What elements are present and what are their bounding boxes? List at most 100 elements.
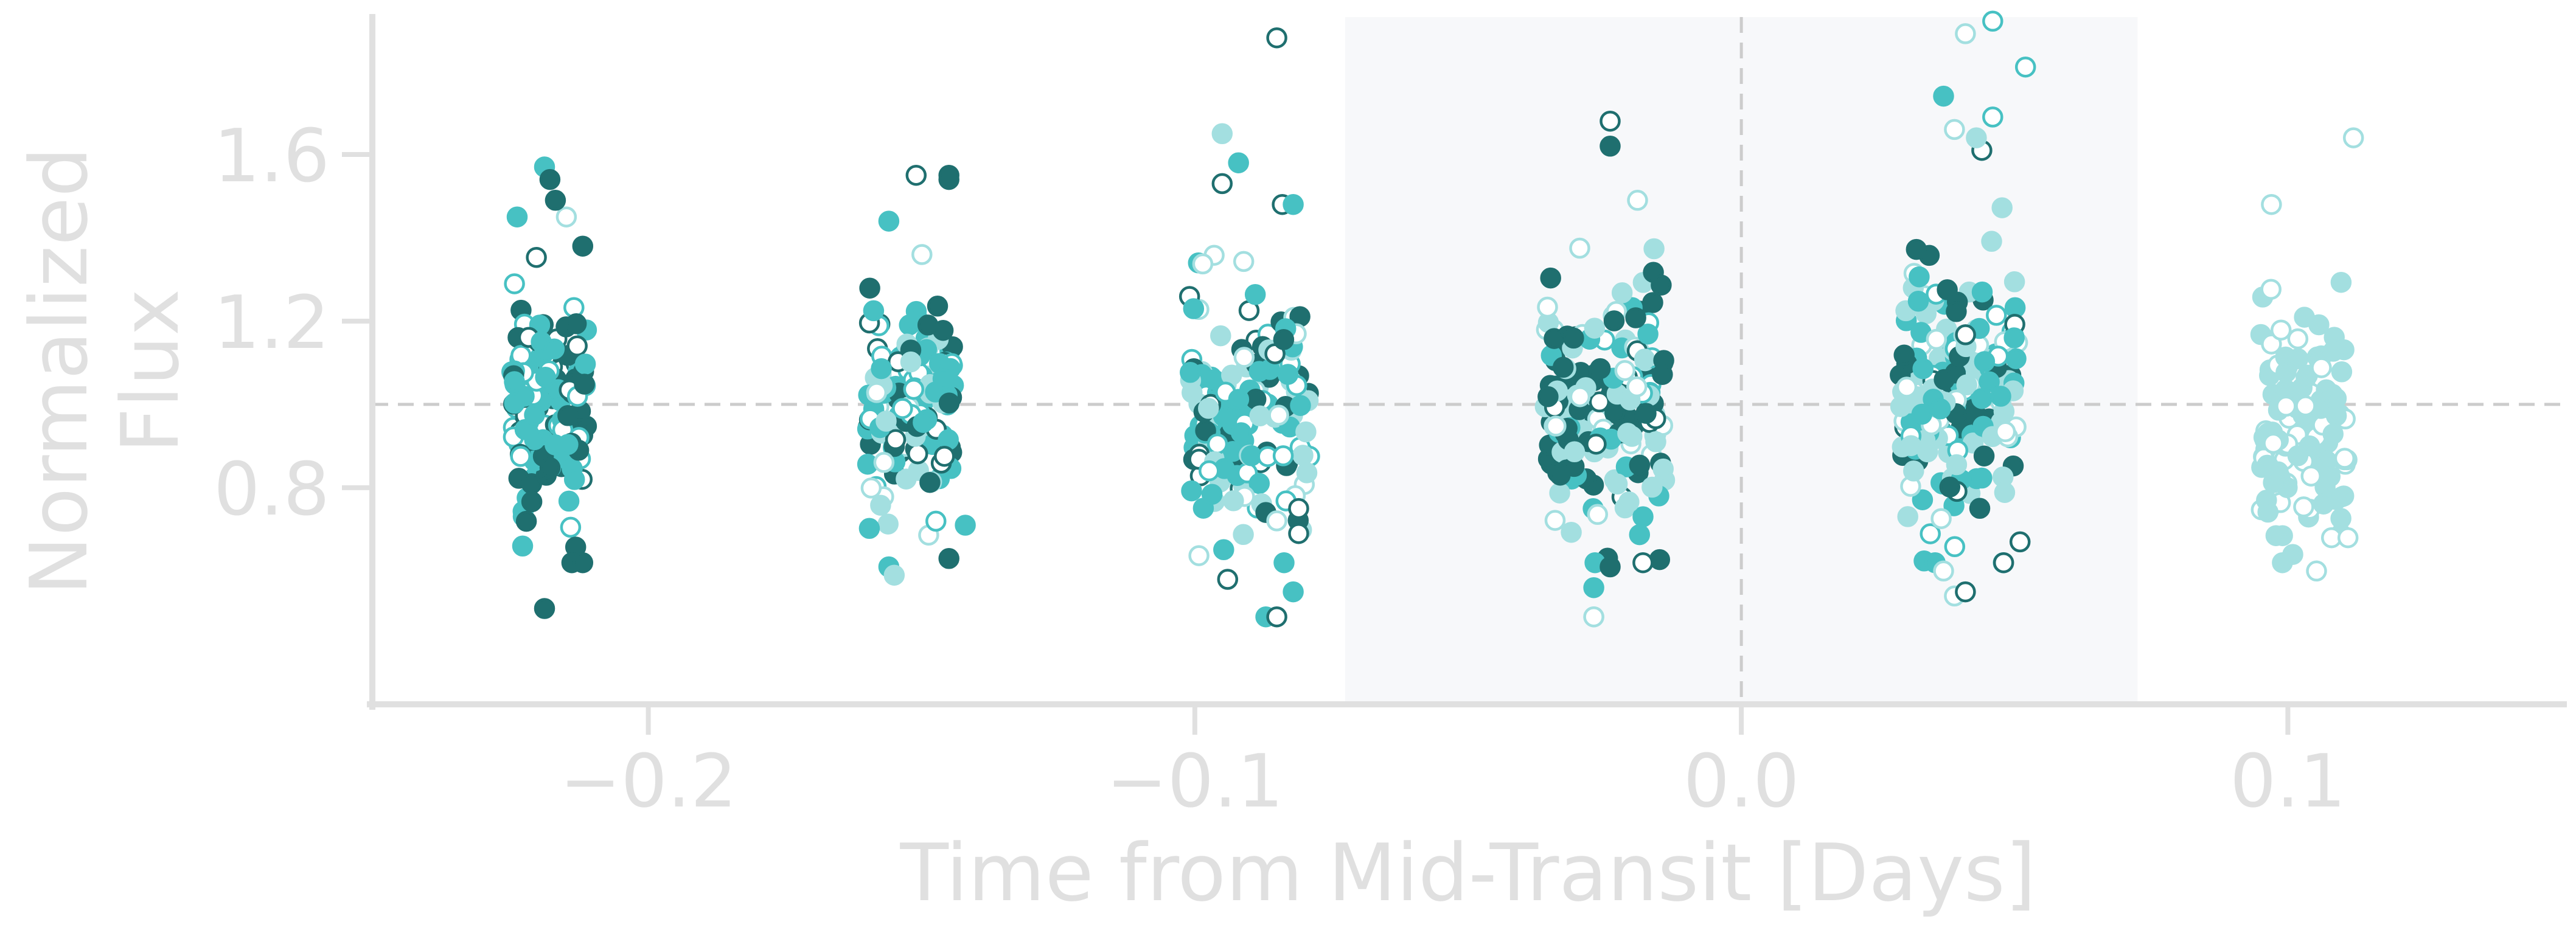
data-point (1589, 391, 1610, 413)
data-point (1994, 482, 2016, 503)
x-tick-label: 0.0 (1683, 740, 1800, 824)
data-point (1584, 317, 1606, 339)
outlier-point (1600, 136, 1621, 157)
data-point (1955, 324, 1976, 345)
data-point (1553, 356, 1574, 378)
data-point (1248, 473, 1270, 494)
data-point (563, 469, 585, 490)
data-point (1920, 523, 1941, 544)
data-point (1979, 371, 2000, 392)
data-point (2275, 395, 2297, 417)
data-point (1290, 395, 1311, 416)
data-point (2295, 395, 2316, 417)
data-point (504, 273, 525, 294)
data-point (934, 445, 955, 467)
data-point (557, 434, 579, 456)
data-point (514, 419, 536, 440)
outlier-point (1944, 119, 1965, 140)
data-point (1266, 510, 1287, 532)
data-point (1890, 396, 1912, 417)
data-point (925, 510, 947, 532)
x-axis-label: Time from Mid-Transit [Days] (900, 827, 2036, 919)
data-point (515, 510, 537, 532)
data-point (1183, 298, 1205, 319)
data-point (1911, 403, 1933, 425)
data-point (1946, 454, 1968, 476)
data-point (1537, 296, 1558, 318)
data-point (1973, 445, 1995, 466)
data-point (504, 392, 525, 414)
data-point (1629, 454, 1651, 476)
x-tick-label: −0.1 (1106, 740, 1283, 824)
data-point (2257, 454, 2278, 476)
outlier-point (1266, 27, 1287, 49)
data-point (1213, 539, 1234, 561)
data-point (1974, 351, 1996, 372)
data-point (1900, 435, 1922, 456)
data-point (2333, 485, 2355, 507)
data-point (1643, 238, 1665, 260)
outlier-point (1627, 190, 1648, 211)
data-point (566, 335, 588, 357)
data-point (1603, 310, 1625, 331)
outlier-point (512, 535, 534, 557)
data-point (1907, 290, 1929, 312)
data-point (866, 382, 888, 403)
data-point (911, 244, 933, 265)
outlier-point (938, 548, 959, 569)
outlier-point (1583, 606, 1604, 628)
data-point (2275, 361, 2297, 383)
outlier-point (1933, 85, 1954, 107)
outlier-point (1600, 110, 1621, 132)
data-point (1292, 445, 1314, 466)
data-point (574, 353, 596, 375)
data-point (860, 477, 882, 499)
data-point (2287, 348, 2309, 370)
data-point (900, 351, 922, 373)
data-point (859, 277, 880, 299)
data-point (1651, 274, 1672, 296)
data-point (2261, 333, 2282, 355)
data-point (919, 471, 941, 493)
outlier-point (572, 235, 594, 257)
data-point (2003, 327, 2025, 349)
data-point (539, 457, 561, 479)
data-point (1897, 506, 1918, 527)
outlier-point (2009, 531, 2031, 553)
data-point (1896, 376, 1918, 398)
data-point (1206, 433, 1228, 455)
outlier-point (1283, 581, 1304, 603)
data-point (2330, 271, 2352, 293)
data-point (1223, 490, 1244, 512)
data-point (1540, 267, 1561, 289)
data-point (1903, 460, 1924, 482)
outlier-point (2337, 527, 2359, 549)
data-point (1544, 328, 1565, 349)
data-point (858, 518, 880, 539)
data-point (1994, 421, 2016, 443)
data-point (1221, 364, 1242, 386)
data-point (1537, 386, 1559, 408)
data-point (863, 300, 885, 322)
data-point (1192, 253, 1214, 275)
data-point (1986, 305, 2007, 326)
data-point (510, 446, 531, 467)
data-point (535, 366, 556, 388)
data-point (1268, 404, 1289, 426)
outlier-point (1211, 123, 1233, 145)
data-point (1198, 398, 1219, 419)
data-point (2005, 348, 2027, 369)
data-point (1273, 552, 1295, 574)
data-point (1210, 325, 1231, 347)
data-point (2263, 432, 2284, 454)
data-point (558, 490, 580, 512)
data-point (1981, 231, 2002, 252)
outlier-point (545, 190, 566, 211)
data-point (1273, 329, 1295, 350)
data-point (1589, 358, 1611, 380)
data-point (521, 491, 543, 513)
data-point (1637, 323, 1659, 345)
data-point (1649, 549, 1671, 571)
data-point (1201, 484, 1223, 505)
outlier-point (1982, 106, 2003, 128)
